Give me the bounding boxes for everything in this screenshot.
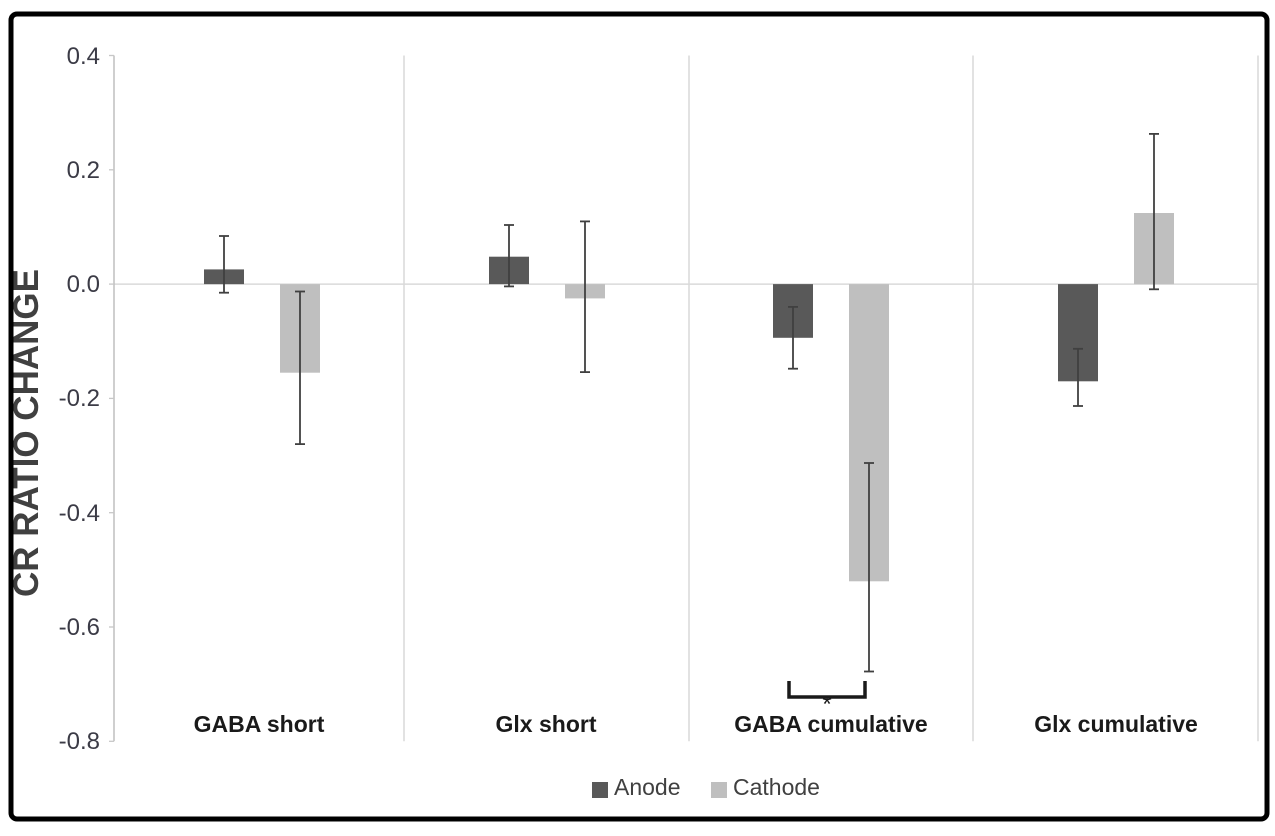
- svg-text:0.0: 0.0: [67, 271, 100, 298]
- svg-text:-0.8: -0.8: [59, 728, 100, 755]
- svg-text:-0.4: -0.4: [59, 500, 100, 527]
- svg-text:Anode: Anode: [614, 774, 681, 800]
- svg-text:GABA cumulative: GABA cumulative: [734, 711, 927, 737]
- svg-text:-0.2: -0.2: [59, 385, 100, 412]
- svg-text:-0.6: -0.6: [59, 614, 100, 641]
- svg-text:GABA short: GABA short: [194, 711, 325, 737]
- svg-text:0.2: 0.2: [67, 157, 100, 184]
- svg-text:Glx short: Glx short: [496, 711, 597, 737]
- svg-text:Cathode: Cathode: [733, 774, 820, 800]
- svg-text:0.4: 0.4: [67, 43, 100, 70]
- svg-text:Glx cumulative: Glx cumulative: [1034, 711, 1198, 737]
